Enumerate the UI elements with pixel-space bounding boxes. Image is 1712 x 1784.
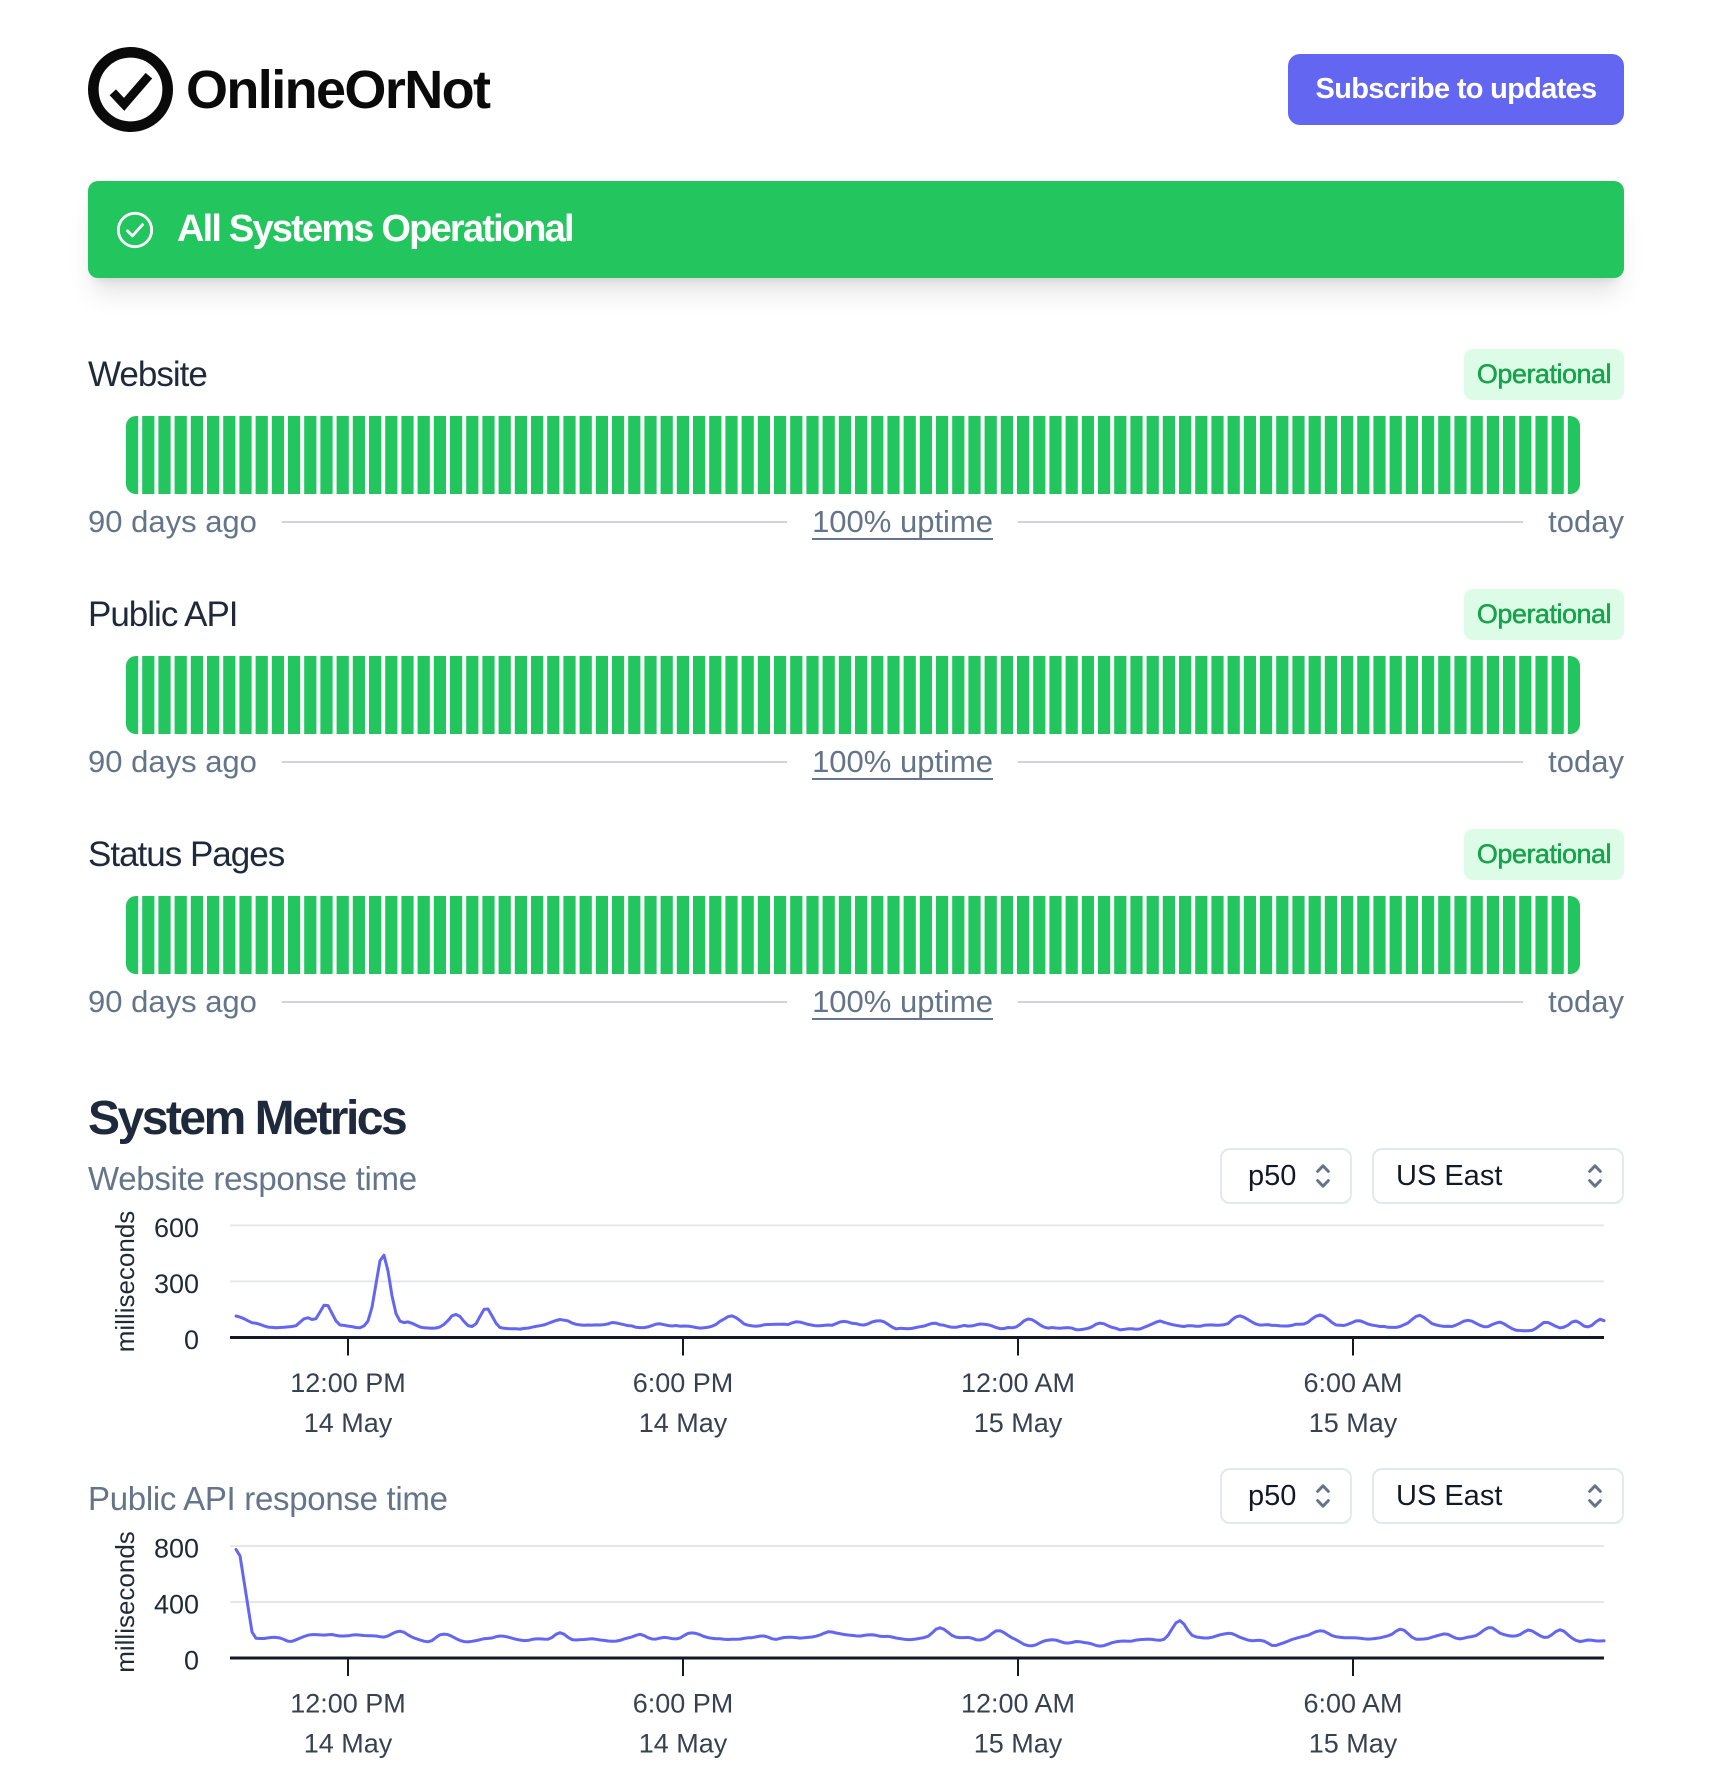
svg-text:600: 600 — [154, 1213, 199, 1243]
svg-text:14 May: 14 May — [304, 1729, 393, 1759]
svg-text:0: 0 — [184, 1646, 199, 1676]
svg-text:15 May: 15 May — [1309, 1408, 1398, 1438]
svg-text:14 May: 14 May — [304, 1408, 393, 1438]
svg-text:12:00 AM: 12:00 AM — [961, 1368, 1075, 1398]
svg-text:6:00 PM: 6:00 PM — [633, 1368, 734, 1398]
svg-text:12:00 PM: 12:00 PM — [290, 1689, 406, 1719]
svg-text:15 May: 15 May — [974, 1408, 1063, 1438]
svg-text:15 May: 15 May — [1309, 1729, 1398, 1759]
svg-text:14 May: 14 May — [639, 1408, 728, 1438]
svg-text:milliseconds: milliseconds — [110, 1211, 140, 1353]
svg-text:12:00 AM: 12:00 AM — [961, 1689, 1075, 1719]
svg-text:6:00 AM: 6:00 AM — [1303, 1368, 1402, 1398]
svg-text:6:00 AM: 6:00 AM — [1303, 1689, 1402, 1719]
svg-text:14 May: 14 May — [639, 1729, 728, 1759]
svg-text:0: 0 — [184, 1325, 199, 1355]
svg-text:milliseconds: milliseconds — [110, 1531, 140, 1673]
svg-text:400: 400 — [154, 1590, 199, 1620]
svg-text:6:00 PM: 6:00 PM — [633, 1689, 734, 1719]
svg-text:800: 800 — [154, 1534, 199, 1564]
svg-text:12:00 PM: 12:00 PM — [290, 1368, 406, 1398]
svg-text:15 May: 15 May — [974, 1729, 1063, 1759]
svg-text:300: 300 — [154, 1269, 199, 1299]
